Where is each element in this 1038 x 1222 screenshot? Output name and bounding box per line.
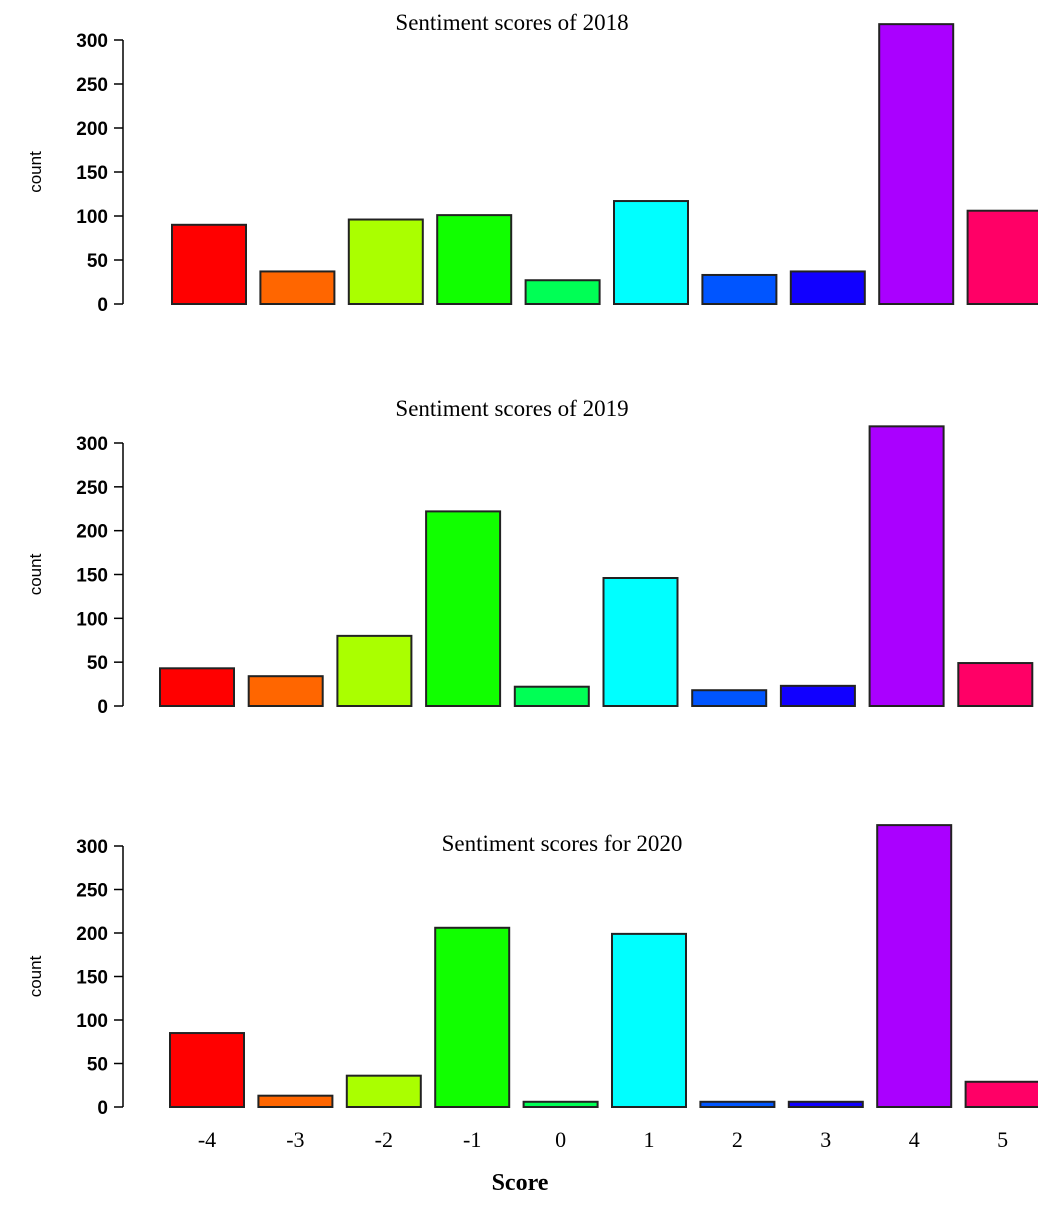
x-tick-label: -1 <box>463 1127 481 1152</box>
bar-score--3 <box>247 675 324 708</box>
x-tick-label: -2 <box>375 1127 393 1152</box>
y-tick-label: 0 <box>97 295 108 316</box>
y-tick-label: 50 <box>87 251 108 272</box>
bar-score--1 <box>436 214 513 305</box>
chart-title: Sentiment scores for 2020 <box>442 831 683 856</box>
bar-score-3 <box>779 684 856 708</box>
bar-score--3 <box>259 270 336 306</box>
y-axis-label: count <box>26 955 45 997</box>
chart-title: Sentiment scores of 2019 <box>395 396 628 421</box>
bar-score-0 <box>513 685 590 707</box>
bar-score-4 <box>868 425 945 707</box>
bar-score-5 <box>966 209 1038 305</box>
bar-score-1 <box>602 577 679 707</box>
x-tick-label: 0 <box>555 1127 566 1152</box>
bar-score-3 <box>789 270 866 306</box>
bar-score-3 <box>787 1100 864 1109</box>
y-tick-label: 50 <box>87 653 108 674</box>
bar-score--4 <box>159 667 235 708</box>
bar-score-2 <box>701 273 778 305</box>
y-tick-label: 0 <box>97 1098 108 1119</box>
bar-score--4 <box>169 1032 245 1109</box>
chart-panel-1: Sentiment scores of 2019 count 0 50 100 150 20… <box>26 396 1034 718</box>
bar-score--2 <box>347 218 424 306</box>
x-tick-label: -3 <box>286 1127 304 1152</box>
x-tick-label: 2 <box>732 1127 743 1152</box>
y-tick-label: 150 <box>76 163 108 184</box>
x-tick-label: -4 <box>198 1127 216 1152</box>
y-axis-label: count <box>26 151 45 193</box>
bar-score--4 <box>171 223 247 305</box>
chart-title: Sentiment scores of 2018 <box>395 10 628 35</box>
x-tick-label: 4 <box>909 1127 920 1152</box>
bar-score-0 <box>524 279 601 305</box>
bar-score-5 <box>964 1080 1038 1109</box>
y-tick-label: 100 <box>76 609 108 630</box>
bar-score--2 <box>336 634 413 707</box>
y-tick-label: 250 <box>76 478 108 499</box>
y-tick-label: 200 <box>76 119 108 140</box>
bar-score-2 <box>699 1100 776 1109</box>
y-tick-label: 300 <box>76 837 108 858</box>
x-tick-label: 1 <box>644 1127 655 1152</box>
y-tick-label: 200 <box>76 924 108 945</box>
y-tick-label: 0 <box>97 697 108 718</box>
y-tick-label: 250 <box>76 881 108 902</box>
y-tick-label: 300 <box>76 31 108 52</box>
bar-score--1 <box>434 926 511 1109</box>
chart-panel-0: Sentiment scores of 2018 count 0 50 100 150 20… <box>26 10 1038 316</box>
y-tick-label: 250 <box>76 75 108 96</box>
bar-score-5 <box>957 662 1034 707</box>
chart-panel-2: Sentiment scores for 2020count0501001502… <box>26 824 1038 1152</box>
bar-score-1 <box>613 200 689 305</box>
bar-score--3 <box>257 1094 334 1108</box>
figure-x-axis-label: Score <box>492 1170 549 1196</box>
y-tick-label: 50 <box>87 1055 108 1076</box>
bar-score-0 <box>522 1100 599 1109</box>
bar-score--1 <box>425 510 502 707</box>
bar-score-1 <box>611 932 687 1108</box>
bar-score--2 <box>345 1074 422 1109</box>
y-tick-label: 100 <box>76 207 108 228</box>
x-tick-label: 5 <box>997 1127 1008 1152</box>
y-tick-label: 150 <box>76 968 108 989</box>
y-tick-label: 100 <box>76 1011 108 1032</box>
y-tick-label: 150 <box>76 566 108 587</box>
y-tick-label: 200 <box>76 522 108 543</box>
bar-score-2 <box>691 689 768 707</box>
bar-score-4 <box>878 23 955 305</box>
bar-score-4 <box>876 824 953 1108</box>
y-axis-label: count <box>26 553 45 595</box>
x-tick-label: 3 <box>820 1127 831 1152</box>
y-tick-label: 300 <box>76 434 108 455</box>
